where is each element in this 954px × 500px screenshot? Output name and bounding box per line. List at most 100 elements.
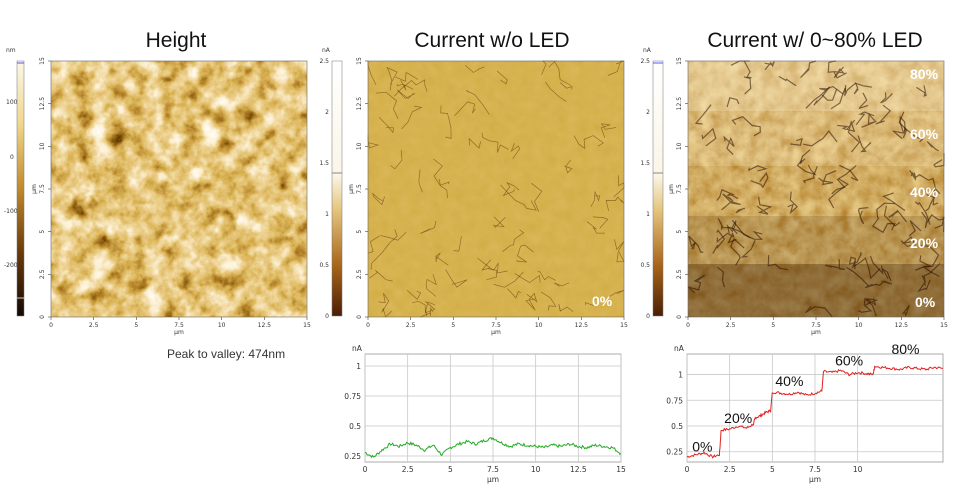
x-axis-tick-label: 5 [451, 322, 455, 329]
x-axis-tick-label: 15 [620, 322, 628, 329]
x-axis-tick-label: 0 [686, 322, 690, 329]
x-tick-label: 15 [616, 465, 626, 474]
grain-boundary [726, 220, 738, 235]
x-axis-tick-label: 12.5 [895, 322, 909, 329]
step-annotation: 60% [835, 352, 863, 368]
grain-boundary [396, 79, 414, 91]
grain-boundary [717, 218, 751, 239]
y-axis-tick-label: 0 [356, 315, 363, 319]
colorbar-tick-label: 0.5 [640, 262, 650, 269]
y-tick-label: 0.75 [666, 396, 683, 405]
height-colorbar-tick: -200 [4, 262, 18, 269]
y-tick-label: 0.5 [671, 422, 683, 431]
grain-boundary [853, 82, 872, 95]
grain-boundary [828, 178, 850, 209]
grain-boundary [418, 169, 423, 193]
grain-boundary [892, 126, 908, 140]
grain-boundary [390, 150, 403, 170]
grain-boundary [600, 123, 617, 138]
grain-boundary [735, 207, 746, 214]
x-axis-tick-label: 10 [535, 322, 543, 329]
grain-boundary [857, 135, 872, 153]
grain-boundary [386, 66, 398, 91]
grain-boundary [688, 235, 704, 253]
grain-boundary [590, 191, 601, 207]
grain-boundary [481, 259, 498, 281]
y-axis-tick-label: 2.5 [356, 269, 363, 279]
grain-boundary [846, 266, 870, 287]
peak-to-valley-caption: Peak to valley: 474nm [167, 347, 286, 361]
colorbar-tick-label: 2.5 [640, 58, 650, 65]
profile-chart-no-led: 0 2.5 5 7.5 10 12.5 15 1 0.75 0.5 0.25 µm nA [344, 344, 626, 484]
x-axis-tick-label: 2.5 [406, 322, 416, 329]
x-tick-label: 12.5 [570, 465, 587, 474]
y-axis-tick-label: 15 [676, 57, 683, 65]
step-annotation: 80% [891, 341, 919, 357]
current-no-led-colorbar-unit: nA [322, 47, 331, 54]
y-axis-unit: µm [348, 184, 355, 194]
led-percent-label: 60% [910, 126, 939, 142]
led-band-0 [688, 264, 944, 317]
grain-boundary [876, 202, 906, 219]
grain-boundary [855, 111, 875, 126]
height-colorbar-tick: 100 [6, 99, 18, 106]
grain-boundary [861, 112, 877, 128]
x-tick-label: 0 [363, 465, 368, 474]
grain-boundary [926, 186, 936, 199]
x-axis-tick-label: 7.5 [811, 322, 821, 329]
series-line [687, 365, 943, 459]
grain-boundary [726, 97, 740, 108]
grain-boundary [845, 119, 861, 153]
step-annotation: 0% [692, 439, 712, 455]
x-tick-label: 10 [853, 465, 863, 474]
grain-boundary [694, 104, 712, 125]
grain-boundary [875, 104, 892, 125]
x-axis-tick-label: 0 [49, 322, 53, 329]
current-led-axes: 00 2.5 2.5 5 5 7.5 7.5 10 10 12.5 12.5 15 15 µm µm [668, 57, 948, 336]
grain-boundary [743, 76, 752, 95]
colorbar-tick-label: 0 [325, 313, 329, 320]
grain-boundary [380, 231, 407, 241]
grain-boundary [880, 92, 893, 104]
grain-boundary [839, 164, 859, 182]
grain-boundary [851, 256, 881, 280]
grain-boundary [465, 90, 490, 115]
current-no-led-colorbar-ticks: 2.5 2 1.5 1 0.5 0 [319, 58, 329, 320]
grain-boundary [603, 289, 625, 305]
x-axis-tick-label: 5 [134, 322, 138, 329]
x-axis-tick-label: 12.5 [258, 322, 272, 329]
grain-boundary [548, 61, 572, 86]
height-axes: 00 2.5 2.5 5 5 7.5 7.5 10 10 12.5 12.5 15 15 µm µm [31, 57, 311, 336]
height-colorbar-tick: 0 [10, 154, 14, 161]
height-map-image [51, 61, 307, 317]
colorbar-tick-label: 1 [646, 211, 650, 218]
x-axis-tick-label: 15 [303, 322, 311, 329]
grain-boundary [729, 237, 745, 266]
grain-boundary [507, 288, 521, 299]
grain-boundary [921, 263, 941, 283]
step-annotation: 20% [724, 410, 752, 426]
grain-boundary [496, 70, 508, 85]
grain-boundary [917, 279, 931, 293]
grain-boundary [802, 165, 818, 184]
y-axis-tick-label: 12.5 [676, 97, 683, 111]
grain-boundary [914, 201, 931, 225]
x-axis-tick-label: 15 [940, 322, 948, 329]
y-axis-tick-label: 5 [356, 230, 363, 234]
colorbar-tick-label: 2 [325, 109, 329, 116]
colorbar-tick-label: 1.5 [640, 160, 650, 167]
grain-boundary [796, 159, 817, 176]
grain-boundary [433, 158, 448, 199]
grain-boundary [818, 170, 837, 186]
x-axis-tick-label: 12.5 [575, 322, 589, 329]
y-tick-label: 1 [356, 362, 361, 371]
profile-chart-led: 0 2.5 5 7.5 10 1 0.75 0.5 0.25 µm nA 0% 20% 40% 60% 80% [666, 341, 944, 484]
grain-boundary [573, 135, 605, 150]
y-axis-tick-label: 2.5 [676, 269, 683, 279]
grain-boundary [731, 116, 761, 137]
grain-boundary [913, 172, 941, 195]
grain-boundary [712, 229, 726, 254]
grain-boundary [453, 236, 462, 252]
x-axis-label: µm [487, 475, 499, 484]
